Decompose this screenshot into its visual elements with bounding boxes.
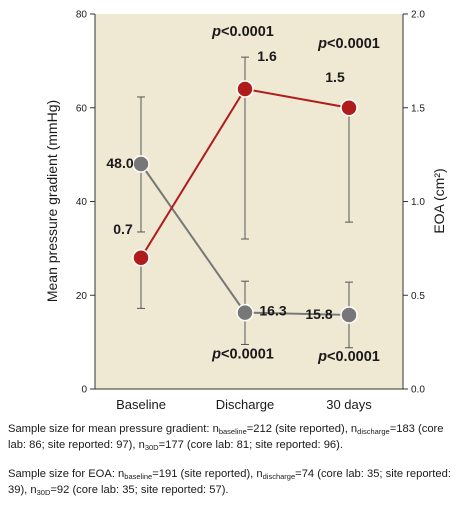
chart: 0 20 40 60 80 0.0 0.5 1.0 1.5 2.0 Baseline Discha… bbox=[44, 10, 447, 413]
caption-gradient-sample-size: Sample size for mean pressure gradient: … bbox=[8, 423, 444, 452]
plot-background bbox=[95, 14, 403, 389]
x-axis: Baseline Discharge 30 days bbox=[95, 388, 403, 412]
series-0-point bbox=[132, 155, 150, 173]
right-tick-label: 2.0 bbox=[411, 10, 425, 21]
data-label: 0.7 bbox=[113, 221, 133, 237]
data-label: 16.3 bbox=[259, 303, 286, 319]
y-left-axis-label: Mean pressure gradient (mmHg) bbox=[44, 100, 60, 302]
series-1-point bbox=[236, 80, 254, 98]
y-right-axis-label: EOA (cm²) bbox=[431, 168, 447, 233]
caption-eoa-sample-size: Sample size for EOA: nbaseline=191 (site… bbox=[8, 468, 451, 497]
right-tick-label: 1.0 bbox=[411, 197, 425, 208]
x-tick-label: Discharge bbox=[216, 397, 275, 412]
series-1-point bbox=[132, 249, 150, 267]
series-0-point bbox=[340, 306, 358, 324]
left-tick-label: 0 bbox=[81, 385, 87, 396]
p-value-annotation: p<0.0001 bbox=[317, 349, 380, 365]
data-label: 48.0 bbox=[106, 155, 133, 171]
series-1-point bbox=[340, 99, 358, 117]
p-value-annotation: p<0.0001 bbox=[211, 24, 274, 40]
right-tick-label: 0.5 bbox=[411, 291, 425, 302]
left-tick-label: 80 bbox=[76, 10, 88, 21]
p-value-annotation: p<0.0001 bbox=[317, 36, 380, 52]
right-tick-label: 0.0 bbox=[411, 385, 425, 396]
left-tick-label: 20 bbox=[76, 291, 88, 302]
left-axis: 0 20 40 60 80 bbox=[76, 10, 96, 396]
p-value-annotation: p<0.0001 bbox=[211, 347, 274, 363]
x-tick-label: Baseline bbox=[116, 397, 166, 412]
x-tick-label: 30 days bbox=[326, 397, 372, 412]
data-label: 15.8 bbox=[305, 306, 332, 322]
right-axis: 0.0 0.5 1.0 1.5 2.0 bbox=[402, 10, 425, 396]
series-layer: 48.0 16.3 p<0.0001 15.8 p<0.0001 0.7 1.6 p<0.00… bbox=[106, 24, 379, 365]
left-tick-label: 40 bbox=[76, 197, 88, 208]
data-label: 1.5 bbox=[325, 69, 345, 85]
left-tick-label: 60 bbox=[76, 103, 88, 114]
right-tick-label: 1.5 bbox=[411, 103, 425, 114]
series-0-point bbox=[236, 303, 254, 322]
data-label: 1.6 bbox=[257, 48, 277, 64]
